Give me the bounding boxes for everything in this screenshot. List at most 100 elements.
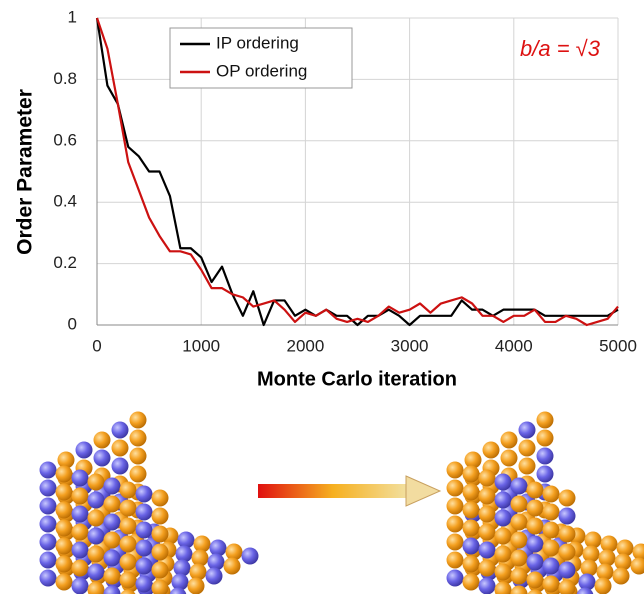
atom <box>120 554 137 571</box>
atom <box>543 558 560 575</box>
atom <box>511 532 528 549</box>
atom <box>463 538 480 555</box>
atom <box>72 470 89 487</box>
atom <box>495 564 512 581</box>
atom <box>479 578 496 595</box>
atom <box>527 536 544 553</box>
atom <box>72 506 89 523</box>
atom <box>88 528 105 545</box>
atom <box>447 498 464 515</box>
atom <box>559 562 576 579</box>
atom <box>495 510 512 527</box>
atom <box>479 506 496 523</box>
atom <box>527 482 544 499</box>
crystal-illustrations <box>40 412 644 595</box>
atom <box>511 478 528 495</box>
atom <box>40 462 57 479</box>
atom <box>76 442 93 459</box>
atom <box>447 552 464 569</box>
atom <box>104 532 121 549</box>
y-tick-label: 0.8 <box>53 69 77 88</box>
atom <box>136 576 153 593</box>
atom <box>495 528 512 545</box>
atom <box>152 544 169 561</box>
y-tick-label: 0 <box>68 314 77 333</box>
atom <box>104 550 121 567</box>
atom <box>152 490 169 507</box>
x-tick-label: 4000 <box>495 336 533 355</box>
x-tick-label: 0 <box>92 336 101 355</box>
atom <box>112 422 129 439</box>
atom <box>501 450 518 467</box>
atom <box>120 482 137 499</box>
legend-label: OP ordering <box>216 61 307 80</box>
y-axis-title: Order Parameter <box>14 89 37 255</box>
atom <box>130 412 147 429</box>
atom <box>56 556 73 573</box>
atom <box>56 502 73 519</box>
atom <box>463 574 480 591</box>
atom <box>40 516 57 533</box>
annotation: b/a = √3 <box>520 36 601 61</box>
atom <box>447 534 464 551</box>
atom <box>88 564 105 581</box>
atom <box>94 432 111 449</box>
atom <box>72 578 89 595</box>
atom <box>136 540 153 557</box>
atom <box>479 524 496 541</box>
atom <box>94 450 111 467</box>
atom <box>543 540 560 557</box>
atom <box>543 576 560 593</box>
atom <box>631 558 644 575</box>
atom <box>527 554 544 571</box>
atom <box>527 500 544 517</box>
atom <box>559 490 576 507</box>
atom <box>447 480 464 497</box>
atom <box>112 458 129 475</box>
atom <box>447 516 464 533</box>
atom <box>56 520 73 537</box>
atom <box>447 462 464 479</box>
atom <box>152 508 169 525</box>
atom <box>40 534 57 551</box>
arrow-head <box>406 476 440 506</box>
atom <box>495 492 512 509</box>
atom <box>88 546 105 563</box>
atom <box>152 526 169 543</box>
atom <box>112 440 129 457</box>
y-tick-label: 1 <box>68 7 77 26</box>
atom <box>130 466 147 483</box>
atom <box>224 558 241 575</box>
atom <box>104 514 121 531</box>
atom <box>56 466 73 483</box>
atom <box>479 542 496 559</box>
atom <box>120 572 137 589</box>
atom <box>72 488 89 505</box>
atom <box>188 578 205 595</box>
atom <box>495 546 512 563</box>
atom <box>136 486 153 503</box>
atom <box>537 430 554 447</box>
atom <box>136 522 153 539</box>
atom <box>72 560 89 577</box>
atom <box>495 474 512 491</box>
atom <box>88 474 105 491</box>
atom <box>537 412 554 429</box>
atom <box>40 570 57 587</box>
atom <box>527 518 544 535</box>
atom <box>88 492 105 509</box>
atom <box>104 568 121 585</box>
atom <box>206 568 223 585</box>
atom <box>136 504 153 521</box>
atom <box>543 504 560 521</box>
atom <box>519 458 536 475</box>
atom <box>40 480 57 497</box>
atom <box>463 502 480 519</box>
atom <box>511 496 528 513</box>
atom <box>56 538 73 555</box>
arrow-body <box>258 484 408 498</box>
atom <box>463 466 480 483</box>
y-tick-label: 0.4 <box>53 192 77 211</box>
atom <box>104 478 121 495</box>
x-axis-title: Monte Carlo iteration <box>257 368 457 390</box>
